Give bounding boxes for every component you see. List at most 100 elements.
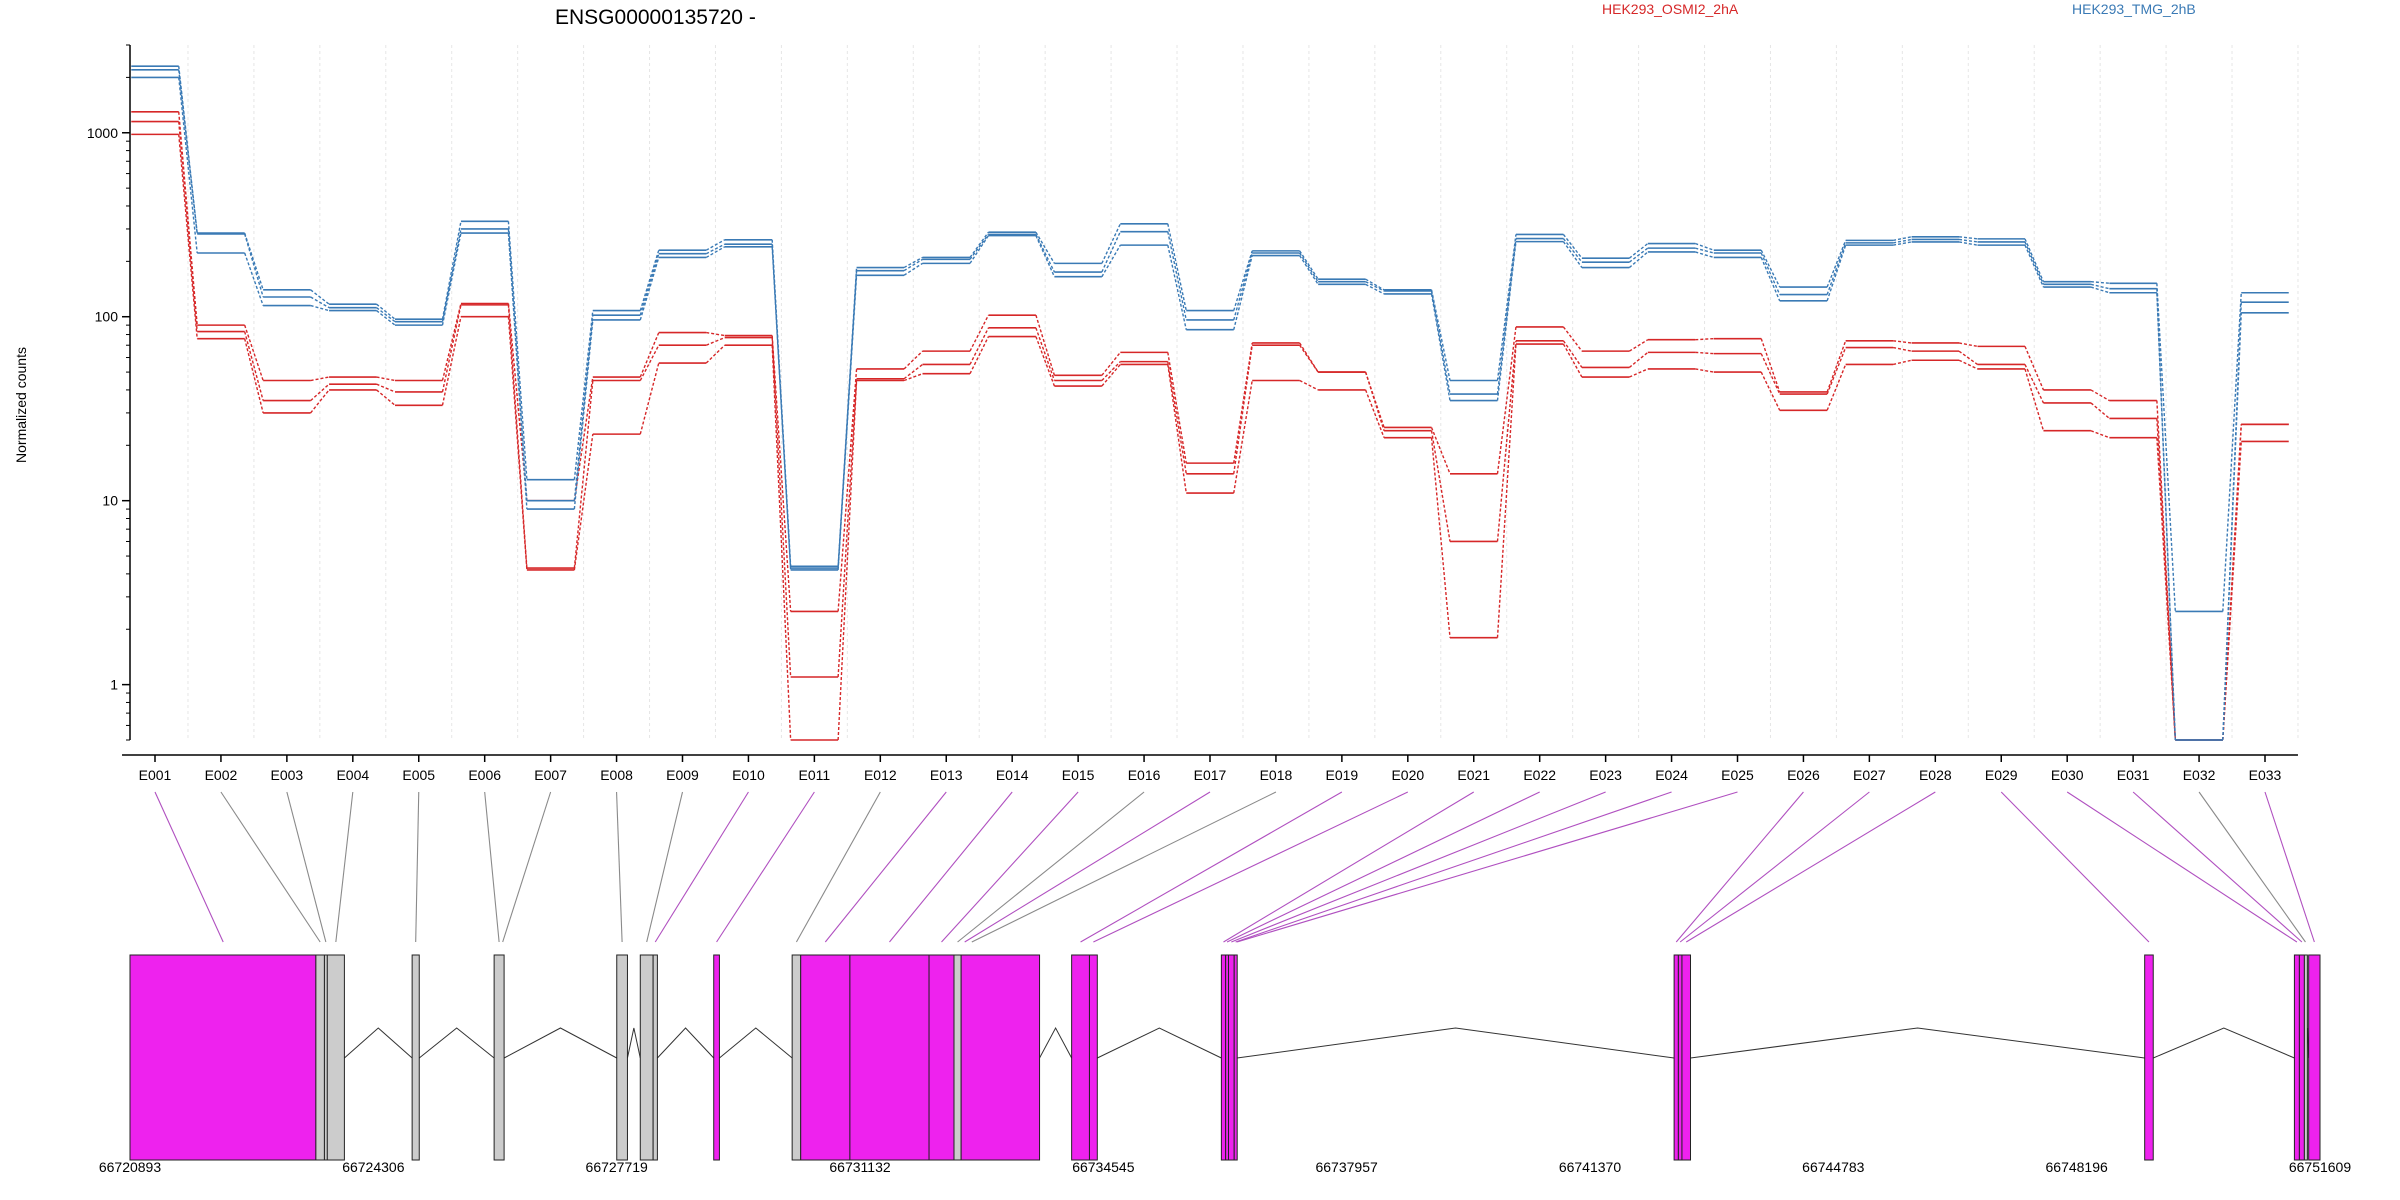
- series-2-transition-E029: [2024, 364, 2045, 404]
- exon-block-E023: [1673, 954, 1679, 1161]
- series-3-transition-E026: [1826, 364, 1847, 411]
- series-2-transition-E017: [1233, 345, 1253, 474]
- x-tick-label-E003: E003: [271, 767, 304, 783]
- series-6-transition-E006: [507, 233, 528, 510]
- series-6-transition-E025: [1760, 257, 1781, 302]
- series-1-transition-E012: [903, 350, 923, 370]
- series-5-transition-E029: [2024, 241, 2045, 285]
- chart-title: ENSG00000135720 -: [555, 6, 756, 29]
- intron-5: [657, 1027, 715, 1059]
- x-tick-label-E001: E001: [139, 767, 172, 783]
- series-6-transition-E013: [969, 235, 990, 264]
- link-E032: [2198, 791, 2306, 943]
- series-5-transition-E013: [969, 234, 990, 260]
- series-2-transition-E015: [1101, 361, 1121, 382]
- series-5-transition-E007: [573, 315, 594, 501]
- intron-1: [344, 1027, 413, 1059]
- series-6-transition-E010: [771, 246, 792, 571]
- series-1-transition-E020: [1430, 427, 1451, 475]
- series-6-transition-E032: [2222, 312, 2242, 741]
- series-3-transition-E016: [1167, 364, 1187, 494]
- series-6-transition-E019: [1365, 283, 1385, 295]
- series-6-transition-E020: [1430, 293, 1451, 401]
- series-6-transition-E030: [2090, 286, 2110, 294]
- series-5-transition-E005: [441, 228, 462, 322]
- y-axis-label: Normalized counts: [13, 347, 29, 463]
- series-4-transition-E008: [639, 249, 660, 311]
- series-2-transition-E022: [1562, 340, 1583, 368]
- series-2-transition-E026: [1826, 347, 1847, 395]
- series-3-transition-E010: [771, 345, 792, 741]
- x-tick-label-E022: E022: [1523, 767, 1556, 783]
- series-4-transition-E023: [1628, 242, 1649, 259]
- link-E013: [824, 791, 947, 943]
- series-3-transition-E030: [2090, 430, 2110, 439]
- series-6-transition-E002: [244, 252, 264, 306]
- exon-block-E018: [1088, 954, 1098, 1161]
- exon-block-E011: [791, 954, 802, 1161]
- series-2-transition-E021: [1496, 340, 1517, 542]
- coord-label-66741370: 66741370: [1559, 1159, 1622, 1175]
- series-6-transition-E017: [1233, 255, 1253, 330]
- series-6-transition-E001: [178, 77, 198, 254]
- x-tick-label-E008: E008: [600, 767, 633, 783]
- series-4-transition-E004: [376, 303, 396, 320]
- series-6-transition-E022: [1562, 241, 1583, 268]
- series-1-transition-E016: [1167, 352, 1187, 464]
- x-tick-label-E033: E033: [2249, 767, 2282, 783]
- exon-block-E002: [315, 954, 325, 1161]
- intron-11: [2153, 1027, 2295, 1059]
- series-5-transition-E020: [1430, 290, 1451, 395]
- intron-4: [626, 1027, 641, 1059]
- series-5-transition-E017: [1233, 252, 1253, 321]
- link-E027: [1679, 791, 1870, 943]
- series-4-transition-E027: [1892, 236, 1912, 242]
- exon-block-E006: [493, 954, 505, 1161]
- exon-block-E015: [953, 954, 962, 1161]
- bin-to-exon-links: [154, 791, 2315, 943]
- coord-label-66751609: 66751609: [2289, 1159, 2352, 1175]
- series-5-transition-E015: [1101, 231, 1121, 273]
- series-3-transition-E019: [1364, 389, 1385, 438]
- link-E012: [795, 791, 881, 943]
- y-tick-label-10: 10: [102, 493, 118, 509]
- link-E023: [1231, 791, 1606, 943]
- series-6-transition-E008: [639, 257, 660, 321]
- link-E014: [889, 791, 1013, 943]
- genomic-coordinate-axis: 66720893 66724306 66727719 66731132 66734545…: [99, 1159, 2352, 1175]
- series-5-transition-E028: [1958, 238, 1978, 243]
- x-tick-label-E012: E012: [864, 767, 897, 783]
- link-E009: [646, 791, 684, 943]
- series-6-transition-E005: [441, 232, 462, 326]
- series-3-transition-E007: [573, 434, 594, 571]
- link-E021: [1223, 791, 1475, 943]
- exon-block-E021: [1227, 954, 1235, 1161]
- x-tick-label-E025: E025: [1721, 767, 1754, 783]
- series-2-transition-E004: [376, 383, 396, 393]
- series-6-transition-E004: [376, 310, 396, 326]
- series-5-transition-E002: [244, 233, 264, 298]
- series-1-transition-E017: [1233, 342, 1253, 464]
- exon-block-E025: [1681, 954, 1692, 1161]
- link-E011: [716, 791, 815, 943]
- series-4-transition-E001: [178, 66, 198, 234]
- series-5: [131, 68, 2289, 741]
- exon-block-E007: [616, 954, 628, 1161]
- series-1-transition-E004: [376, 376, 396, 382]
- intron-8: [1097, 1027, 1222, 1059]
- link-E006: [484, 791, 500, 943]
- series-2: [131, 120, 2289, 741]
- series-4-transition-E032: [2222, 292, 2242, 612]
- series-5-transition-E004: [376, 307, 396, 323]
- x-tick-label-E029: E029: [1985, 767, 2018, 783]
- series-1-transition-E029: [2024, 346, 2045, 391]
- series-1-transition-E003: [310, 376, 330, 382]
- coord-label-66734545: 66734545: [1072, 1159, 1135, 1175]
- coord-label-66737957: 66737957: [1315, 1159, 1378, 1175]
- series-3-transition-E020: [1430, 437, 1451, 638]
- x-tick-label-E021: E021: [1457, 767, 1490, 783]
- series-1-transition-E011: [837, 368, 858, 612]
- series-1-transition-E027: [1893, 340, 1912, 344]
- series-6-transition-E024: [1695, 251, 1714, 259]
- series-4-transition-E019: [1365, 278, 1385, 291]
